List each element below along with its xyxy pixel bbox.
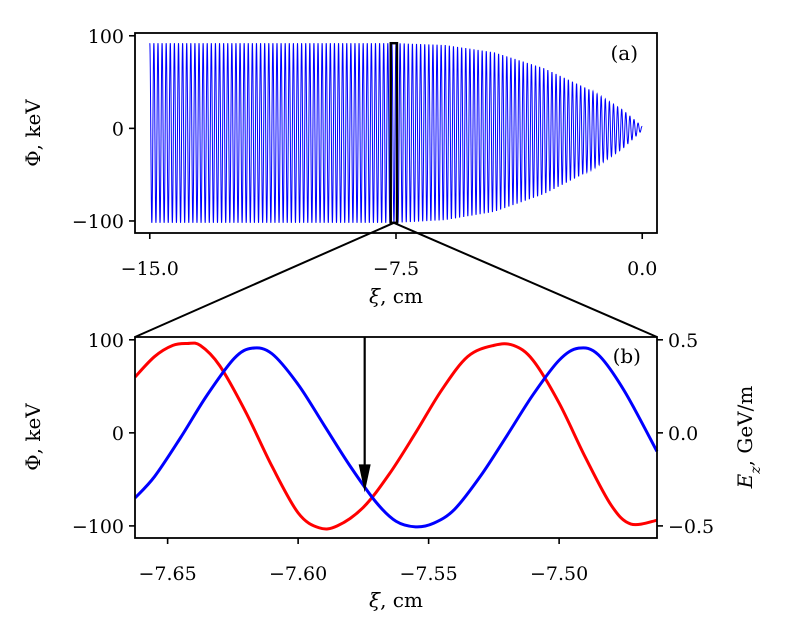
panel-b-y-ticks-right: −0.5 0.0 0.5 — [657, 330, 714, 538]
y-tick-label: 100 — [88, 26, 124, 48]
panel-b-x-axis-label: ξ, cm — [369, 588, 423, 612]
y-right-tick-label: −0.5 — [668, 516, 714, 538]
panel-a-y-axis-label: Φ, keV — [21, 99, 45, 167]
panel-b-y-axis-label-left: Φ, keV — [21, 403, 45, 471]
zoom-connector-right — [393, 221, 658, 338]
x-tick-label: −7.5 — [373, 258, 419, 280]
x-tick-label: −7.50 — [530, 563, 588, 585]
x-tick-label: −7.60 — [269, 563, 327, 585]
x-tick-label: 0.0 — [627, 258, 657, 280]
y-tick-label: 0 — [112, 423, 124, 445]
panel-b-y-ticks-left: −100 0 100 — [72, 330, 135, 538]
panel-a-x-ticks: −15.0 −7.5 0.0 — [121, 233, 657, 280]
panel-a-y-ticks: −100 0 100 — [72, 26, 135, 233]
zoom-highlight-box — [389, 41, 399, 225]
y-tick-label: 100 — [88, 330, 124, 352]
x-tick-label: −15.0 — [121, 258, 179, 280]
panel-b: −7.65 −7.60 −7.55 −7.50 −100 0 100 −0.5 0.0 0.5… — [21, 330, 764, 612]
marker-arrow-head — [358, 464, 371, 493]
y-tick-label: −100 — [72, 516, 124, 538]
panel-a-label: (a) — [610, 41, 638, 65]
y-right-tick-label: 0.5 — [668, 330, 698, 352]
panel-a: −15.0 −7.5 0.0 −100 0 100 (a) ξ, cm Φ, keV — [21, 26, 658, 308]
panel-b-phi-curve — [133, 346, 659, 529]
y-tick-label: −100 — [72, 211, 124, 233]
panel-b-x-ticks: −7.65 −7.60 −7.55 −7.50 — [139, 538, 588, 585]
panel-a-x-axis-label: ξ, cm — [369, 284, 423, 308]
y-right-tick-label: 0.0 — [668, 423, 698, 445]
x-tick-label: −7.55 — [400, 563, 458, 585]
zoom-connector-left — [134, 221, 395, 338]
panel-b-label: (b) — [613, 344, 641, 368]
y-tick-label: 0 — [112, 118, 124, 140]
panel-b-ez-curve — [133, 341, 658, 531]
panel-b-frame — [134, 336, 658, 539]
x-tick-label: −7.65 — [139, 563, 197, 585]
panel-b-y-axis-label-right: Ez, GeV/m — [733, 386, 764, 490]
